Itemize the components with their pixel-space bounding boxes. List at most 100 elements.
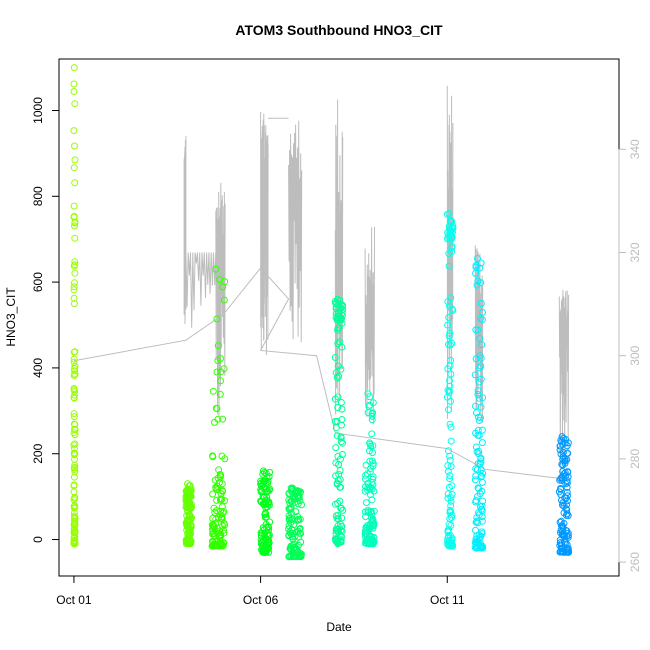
data-point (261, 478, 269, 486)
flight-line-11 (474, 245, 484, 423)
data-point (338, 451, 346, 458)
data-point (221, 497, 229, 505)
data-point (445, 332, 453, 340)
y-axis-right: 260 280 300 320 340 (618, 139, 642, 572)
data-point (444, 467, 452, 475)
data-point (70, 504, 78, 512)
data-point (187, 493, 195, 501)
data-point (369, 462, 377, 470)
data-point (261, 513, 269, 521)
data-point (337, 433, 345, 441)
data-point (561, 459, 569, 467)
data-point (334, 326, 342, 334)
data-point (335, 309, 343, 317)
data-point (447, 502, 455, 510)
data-point (70, 88, 78, 95)
data-point (563, 449, 571, 457)
data-point-max (70, 64, 78, 72)
data-point (221, 521, 229, 529)
data-point (266, 518, 274, 526)
data-point (446, 472, 454, 480)
data-point (333, 480, 341, 488)
data-point (264, 523, 272, 531)
data-point (448, 511, 456, 519)
data-point (285, 525, 293, 533)
point-cluster-10 (555, 433, 573, 556)
data-point-max (334, 295, 341, 303)
data-point (187, 505, 195, 512)
data-point (210, 523, 218, 531)
data-point (213, 368, 221, 376)
data-point (369, 449, 376, 457)
data-point (297, 538, 305, 546)
data-point (474, 390, 482, 398)
data-point (474, 277, 482, 285)
data-point (366, 457, 374, 465)
data-point (266, 485, 274, 493)
data-point (475, 413, 482, 421)
data-point (288, 497, 296, 505)
data-point (369, 473, 377, 481)
data-point (217, 532, 225, 540)
data-point-max (289, 484, 296, 492)
data-point (209, 527, 217, 535)
y2-tick-label: 320 (628, 242, 642, 262)
data-point (558, 548, 566, 556)
data-point (472, 535, 480, 543)
flight-line-4 (260, 111, 265, 349)
data-point (294, 516, 302, 523)
data-point (443, 210, 451, 218)
point-cluster-8 (443, 210, 457, 550)
data-point (448, 482, 456, 490)
data-point-max (445, 210, 453, 217)
data-point (70, 127, 78, 135)
y-tick-label: 1000 (31, 97, 45, 124)
data-point (563, 510, 571, 518)
data-point (564, 544, 572, 552)
data-point (559, 524, 567, 532)
data-point (561, 535, 569, 543)
data-point-max (184, 480, 192, 488)
data-point (447, 437, 455, 445)
data-point (70, 294, 78, 302)
data-point (563, 483, 571, 491)
data-point (478, 341, 486, 349)
data-point (333, 417, 341, 425)
data-point (558, 438, 566, 446)
data-point (257, 532, 265, 539)
data-point (448, 339, 456, 347)
data-point (71, 269, 79, 277)
data-point (71, 234, 79, 242)
data-point (218, 487, 226, 494)
data-point (332, 512, 340, 520)
data-point (262, 546, 269, 553)
data-point (366, 401, 374, 409)
data-point (557, 517, 565, 525)
y2-tick-label: 260 (628, 552, 642, 572)
data-point (258, 487, 266, 495)
data-point (476, 335, 484, 342)
y2-tick-label: 340 (628, 139, 642, 159)
data-point-max (558, 433, 566, 441)
data-point (183, 512, 191, 520)
data-point (445, 406, 452, 414)
data-point (363, 532, 371, 540)
data-point (187, 500, 195, 508)
data-point (71, 431, 79, 439)
data-point (331, 395, 339, 403)
data-point (333, 432, 341, 440)
data-point (70, 202, 78, 210)
data-point (334, 310, 342, 318)
data-point (558, 474, 566, 482)
data-point (477, 259, 485, 267)
data-point (71, 348, 79, 356)
data-point (259, 470, 267, 478)
x-tick-label: Oct 01 (56, 593, 92, 607)
data-point (70, 534, 78, 542)
data-point (213, 405, 221, 413)
data-point (370, 487, 378, 495)
y-axis-left: 0 200 400 600 800 1000 (31, 97, 60, 543)
data-point (472, 518, 480, 526)
